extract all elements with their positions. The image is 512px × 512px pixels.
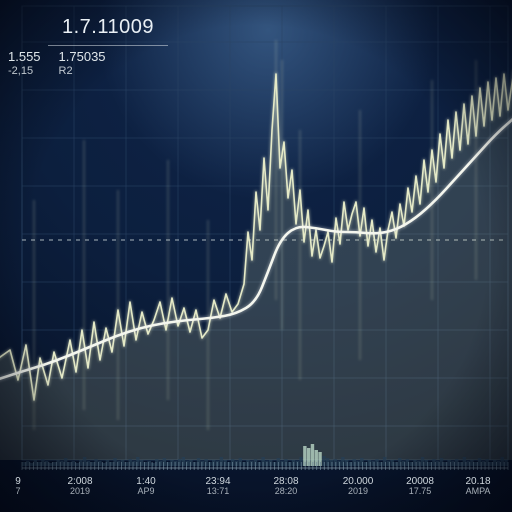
- readout-2b: R2: [59, 65, 106, 78]
- x-axis-label: 2:0082019: [63, 476, 97, 497]
- main-readout-value: 1.7.11009: [62, 16, 154, 38]
- x-axis-label: 20.0002019: [341, 476, 375, 497]
- readout-1a: 1.555: [8, 50, 41, 65]
- sub-readout: 1.555 -2,15 1.75035 R2: [8, 50, 106, 78]
- readout-2a: 1.75035: [59, 50, 106, 65]
- x-axis-label: 23:9413:71: [201, 476, 235, 497]
- x-axis-label: 2000817.75: [403, 476, 437, 497]
- readout-col-2: 1.75035 R2: [59, 50, 106, 78]
- price-chart: 1.7.11009 1.555 -2,15 1.75035 R2 97 2:008…: [0, 0, 512, 512]
- readout-1b: -2,15: [8, 65, 41, 78]
- x-axis-label: 28:0828:20: [269, 476, 303, 497]
- x-axis-label: 20.18AMPA: [461, 476, 495, 497]
- x-axis-label: 97: [1, 476, 35, 497]
- readout-col-1: 1.555 -2,15: [8, 50, 41, 78]
- x-axis-labels: 97 2:0082019 1:40AP9 23:9413:71 28:0828:20 20…: [0, 476, 512, 510]
- main-readout: 1.7.11009: [48, 14, 168, 46]
- x-axis-label: 1:40AP9: [129, 476, 163, 497]
